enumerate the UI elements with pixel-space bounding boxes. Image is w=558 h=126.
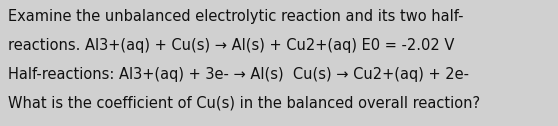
Text: Examine the unbalanced electrolytic reaction and its two half-: Examine the unbalanced electrolytic reac… — [8, 9, 464, 24]
Text: reactions. Al3+(aq) + Cu(s) → Al(s) + Cu2+(aq) E0 = -2.02 V: reactions. Al3+(aq) + Cu(s) → Al(s) + Cu… — [8, 38, 455, 53]
Text: What is the coefficient of Cu(s) in the balanced overall reaction?: What is the coefficient of Cu(s) in the … — [8, 96, 480, 111]
Text: Half-reactions: Al3+(aq) + 3e- → Al(s)  Cu(s) → Cu2+(aq) + 2e-: Half-reactions: Al3+(aq) + 3e- → Al(s) C… — [8, 67, 469, 82]
